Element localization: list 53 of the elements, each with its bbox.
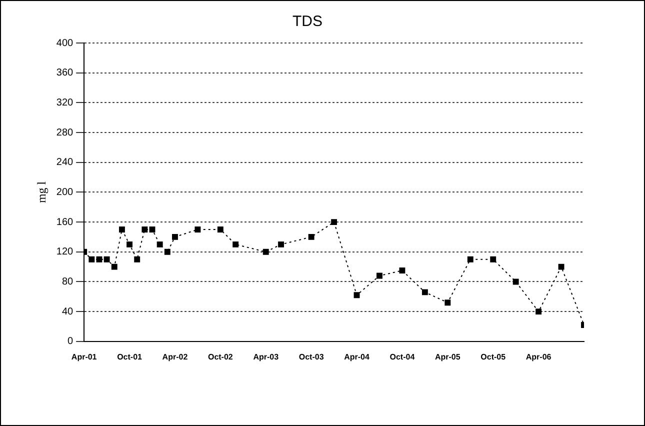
- x-tick-label: Oct-05: [480, 352, 506, 362]
- point: [558, 264, 564, 270]
- x-tick-label: Apr-02: [162, 352, 188, 362]
- y-tick-label: 0: [68, 336, 74, 348]
- x-tick-label: Apr-04: [344, 352, 370, 362]
- x-tick-label: Oct-04: [390, 352, 416, 362]
- point: [134, 256, 140, 262]
- point: [262, 248, 269, 255]
- point: [376, 272, 382, 279]
- point: [96, 256, 102, 262]
- point: [118, 226, 125, 232]
- point: [142, 226, 148, 232]
- point: [156, 241, 163, 248]
- point: [164, 248, 170, 255]
- point: [422, 289, 428, 296]
- point: [490, 256, 496, 262]
- y-tick-label: 360: [56, 68, 74, 79]
- y-tick-label: 80: [62, 276, 74, 288]
- point: [149, 226, 156, 232]
- point: [331, 219, 338, 226]
- y-tick-label: 120: [56, 246, 74, 258]
- point: [126, 241, 133, 248]
- x-tick-label: Oct-02: [208, 352, 234, 362]
- x-tick-label: Apr-01: [71, 352, 98, 362]
- point: [232, 241, 239, 248]
- point: [399, 268, 406, 274]
- x-tick-label: Apr-03: [253, 352, 280, 362]
- y-tick-label: 160: [56, 216, 74, 228]
- point: [194, 226, 201, 232]
- y-tick-label: 400: [56, 38, 74, 49]
- point: [172, 234, 178, 240]
- point: [104, 256, 110, 262]
- point: [217, 226, 224, 232]
- y-tick-label: 240: [56, 157, 74, 168]
- x-tick-label: Apr-05: [434, 352, 461, 362]
- y-tick-label: 40: [62, 306, 74, 318]
- point: [111, 264, 118, 270]
- point: [444, 300, 451, 306]
- x-tick-label: Oct-03: [298, 352, 324, 362]
- point: [278, 241, 284, 248]
- point: [512, 278, 519, 285]
- y-axis-title: mg l: [34, 180, 48, 204]
- y-tick-label: 320: [56, 97, 74, 108]
- point: [88, 256, 95, 262]
- x-tick-label: Oct-01: [117, 352, 143, 362]
- chart-title: TDS: [292, 13, 322, 30]
- x-tick-label: Apr-06: [526, 352, 552, 362]
- point: [354, 292, 360, 298]
- point: [536, 308, 542, 315]
- point: [467, 256, 474, 262]
- y-tick-label: 200: [56, 186, 74, 198]
- point: [308, 234, 314, 240]
- y-tick-label: 280: [56, 127, 74, 138]
